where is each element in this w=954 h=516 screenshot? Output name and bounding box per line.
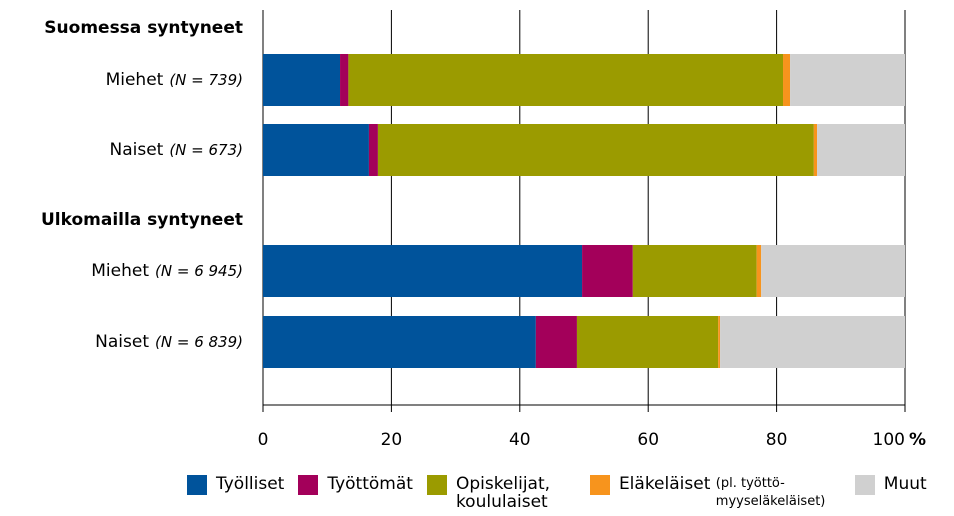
row-label: Miehet (N = 739)	[106, 70, 243, 90]
legend-item: Muut	[854, 475, 927, 495]
row-name: Naiset	[95, 332, 149, 352]
bar-segment	[790, 54, 905, 106]
bar-segment	[263, 245, 583, 297]
group-label: Suomessa syntyneet	[44, 18, 243, 38]
legend-note: (pl. työttö-myyseläkeläiset)	[715, 476, 826, 509]
bar-segment	[576, 316, 719, 368]
bar-segment	[582, 245, 633, 297]
bar-segment	[761, 245, 905, 297]
legend-swatch	[298, 475, 319, 495]
legend: Työlliset Työttömät Opiskelijat, koululais…	[187, 475, 941, 511]
bar-segment	[263, 124, 369, 176]
legend-swatch	[854, 475, 875, 495]
bar-segment	[718, 316, 721, 368]
row-name: Naiset	[109, 140, 163, 160]
bar-segment	[377, 124, 814, 176]
legend-label: Eläkeläiset	[618, 474, 711, 494]
bar-segment	[756, 245, 762, 297]
legend-text: Työlliset	[216, 475, 284, 493]
x-tick-label: 60	[637, 430, 659, 450]
bar-segment	[535, 316, 577, 368]
legend-item: Työttömät	[298, 475, 413, 495]
legend-swatch	[187, 475, 207, 495]
legend-text: Eläkeläiset (pl. työttö-myyseläkeläiset)	[619, 475, 841, 511]
legend-item: Eläkeläiset (pl. työttö-myyseläkeläiset)	[589, 475, 841, 511]
legend-swatch	[426, 475, 447, 495]
bar-segment	[632, 245, 757, 297]
legend-text: Muut	[884, 475, 927, 493]
row-n: (N = 739)	[169, 71, 243, 89]
bar-segment	[340, 54, 349, 106]
bar-segment	[813, 124, 818, 176]
row-label: Naiset (N = 673)	[109, 140, 243, 160]
x-tick-label: 100	[873, 430, 905, 450]
legend-item: Työlliset	[187, 475, 284, 495]
group-label: Ulkomailla syntyneet	[41, 210, 243, 230]
legend-label: Opiskelijat, koululaiset	[455, 474, 551, 512]
x-tick-label: 20	[381, 430, 403, 450]
row-n: (N = 6 945)	[155, 262, 243, 280]
row-n: (N = 6 839)	[155, 333, 243, 351]
x-unit: %	[909, 430, 926, 450]
bar-segment	[263, 316, 536, 368]
x-tick-label: 80	[766, 430, 788, 450]
row-label: Miehet (N = 6 945)	[91, 261, 243, 281]
legend-text: Työttömät	[327, 475, 413, 493]
bar-segment	[263, 54, 341, 106]
bar-segment	[783, 54, 791, 106]
row-name: Miehet	[106, 70, 164, 90]
row-label: Naiset (N = 6 839)	[95, 332, 243, 352]
legend-label: Työlliset	[216, 474, 285, 494]
row-n: (N = 673)	[169, 141, 243, 159]
chart: 0 20 40 60 80 100 % Suomessa syntyneet Miehet (N …	[41, 10, 926, 450]
row-name: Miehet	[91, 261, 149, 281]
bar-segment	[720, 316, 905, 368]
legend-label: Työttömät	[327, 474, 413, 494]
x-tick-label: 40	[509, 430, 531, 450]
bar-segment	[817, 124, 905, 176]
legend-item: Opiskelijat, koululaiset	[426, 475, 576, 511]
bar-segment	[348, 54, 784, 106]
legend-label: Muut	[883, 474, 927, 494]
legend-swatch	[589, 475, 610, 495]
x-tick-label: 0	[258, 430, 269, 450]
legend-text: Opiskelijat, koululaiset	[456, 475, 576, 511]
bar-segment	[368, 124, 378, 176]
